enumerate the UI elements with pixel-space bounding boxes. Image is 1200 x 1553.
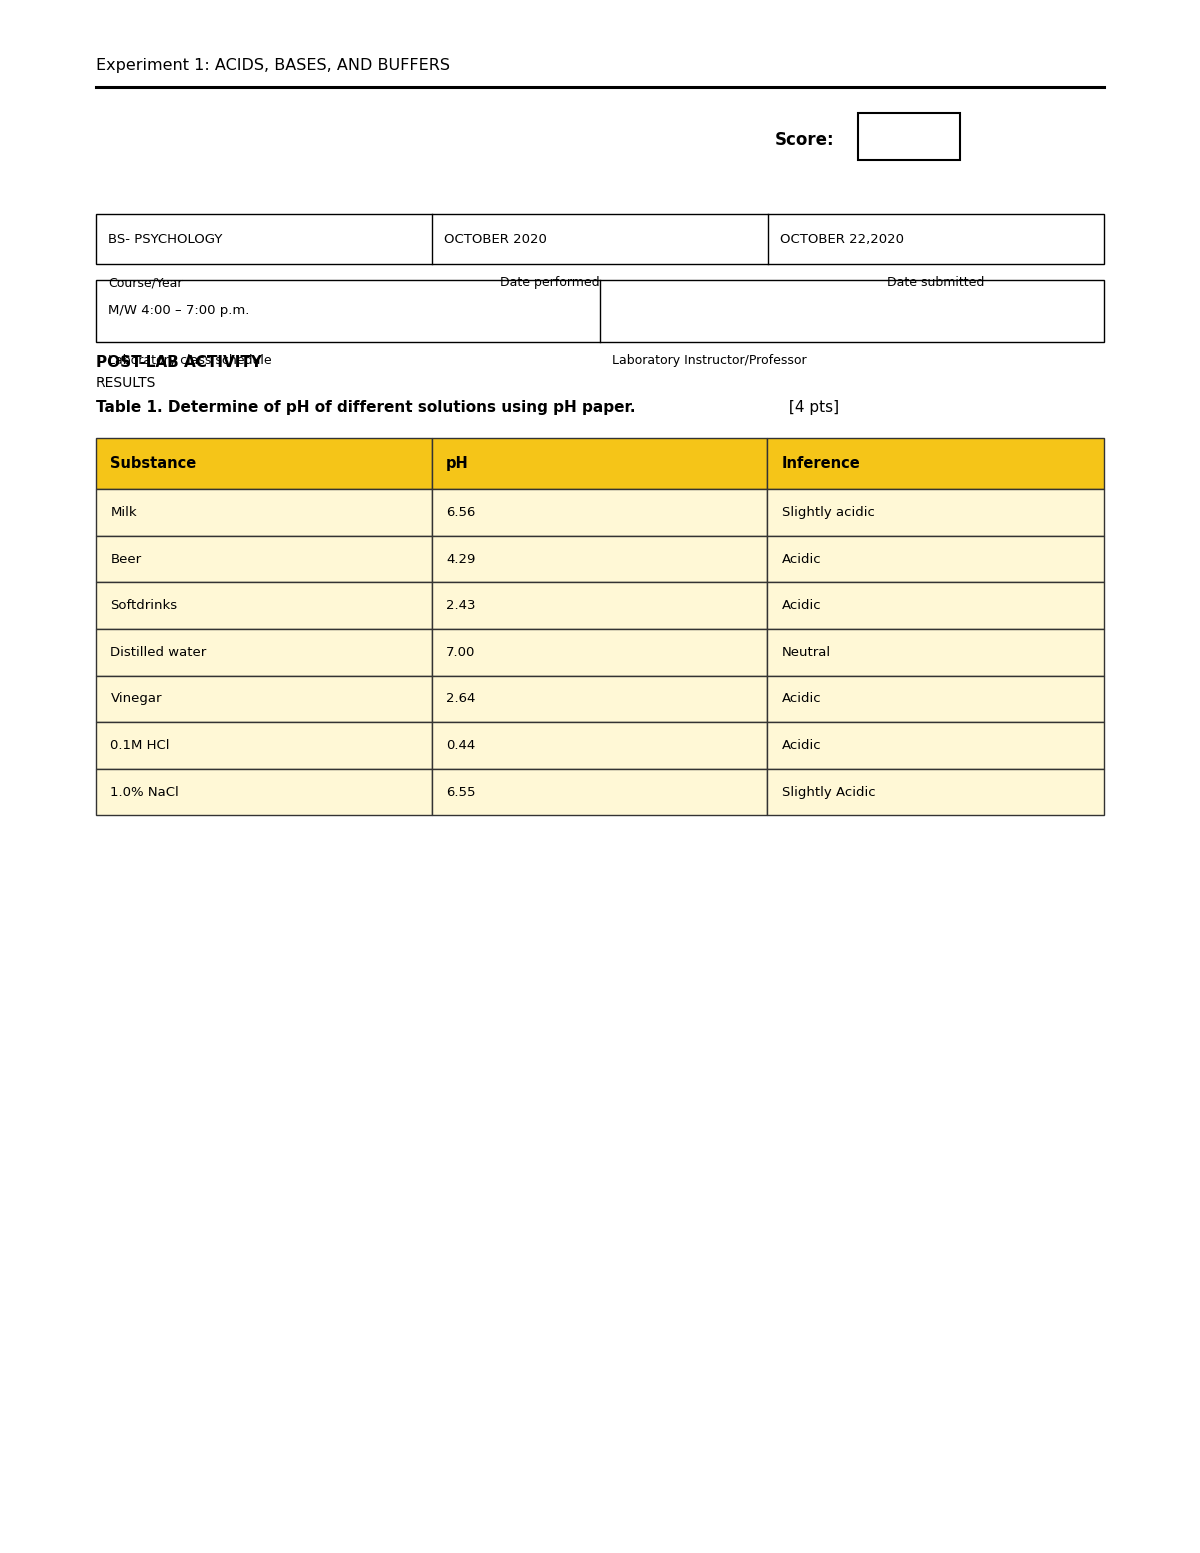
FancyBboxPatch shape [96, 438, 432, 489]
FancyBboxPatch shape [96, 214, 1104, 264]
Text: Vinegar: Vinegar [110, 693, 162, 705]
Text: Beer: Beer [110, 553, 142, 565]
Text: Slightly Acidic: Slightly Acidic [781, 786, 875, 798]
FancyBboxPatch shape [767, 629, 1104, 676]
FancyBboxPatch shape [432, 582, 767, 629]
FancyBboxPatch shape [767, 722, 1104, 769]
FancyBboxPatch shape [767, 536, 1104, 582]
FancyBboxPatch shape [96, 676, 432, 722]
FancyBboxPatch shape [432, 676, 767, 722]
Text: POST-LAB ACTIVITY: POST-LAB ACTIVITY [96, 354, 262, 370]
Text: Neutral: Neutral [781, 646, 830, 658]
Text: 6.55: 6.55 [446, 786, 475, 798]
FancyBboxPatch shape [96, 629, 432, 676]
Text: 6.56: 6.56 [446, 506, 475, 519]
FancyBboxPatch shape [96, 536, 432, 582]
FancyBboxPatch shape [96, 582, 432, 629]
Text: Score:: Score: [774, 130, 834, 149]
FancyBboxPatch shape [858, 113, 960, 160]
Text: Table 1. Determine of pH of different solutions using pH paper.: Table 1. Determine of pH of different so… [96, 399, 636, 415]
FancyBboxPatch shape [767, 489, 1104, 536]
FancyBboxPatch shape [96, 489, 432, 536]
Text: Course/Year: Course/Year [108, 276, 182, 289]
FancyBboxPatch shape [432, 629, 767, 676]
Text: RESULTS: RESULTS [96, 376, 156, 390]
FancyBboxPatch shape [432, 769, 767, 815]
Text: Laboratory class schedule: Laboratory class schedule [108, 354, 271, 367]
FancyBboxPatch shape [767, 582, 1104, 629]
Text: [4 pts]: [4 pts] [784, 399, 839, 415]
Text: BS- PSYCHOLOGY: BS- PSYCHOLOGY [108, 233, 222, 245]
Text: Acidic: Acidic [781, 693, 821, 705]
Text: Softdrinks: Softdrinks [110, 599, 178, 612]
Text: Milk: Milk [110, 506, 137, 519]
Text: 2.43: 2.43 [446, 599, 475, 612]
Text: 1.0% NaCl: 1.0% NaCl [110, 786, 179, 798]
FancyBboxPatch shape [432, 489, 767, 536]
Text: OCTOBER 2020: OCTOBER 2020 [444, 233, 547, 245]
Text: Inference: Inference [781, 457, 860, 471]
Text: 2.64: 2.64 [446, 693, 475, 705]
FancyBboxPatch shape [767, 438, 1104, 489]
FancyBboxPatch shape [767, 769, 1104, 815]
FancyBboxPatch shape [96, 769, 432, 815]
FancyBboxPatch shape [96, 280, 1104, 342]
Text: Experiment 1: ACIDS, BASES, AND BUFFERS: Experiment 1: ACIDS, BASES, AND BUFFERS [96, 57, 450, 73]
Text: Date submitted: Date submitted [887, 276, 985, 289]
Text: 7.00: 7.00 [446, 646, 475, 658]
Text: 0.1M HCl: 0.1M HCl [110, 739, 170, 752]
FancyBboxPatch shape [767, 676, 1104, 722]
Text: Substance: Substance [110, 457, 197, 471]
Text: Acidic: Acidic [781, 553, 821, 565]
Text: 4.29: 4.29 [446, 553, 475, 565]
Text: 0.44: 0.44 [446, 739, 475, 752]
Text: Distilled water: Distilled water [110, 646, 206, 658]
FancyBboxPatch shape [96, 722, 432, 769]
Text: Acidic: Acidic [781, 739, 821, 752]
Text: Date performed: Date performed [499, 276, 600, 289]
Text: Acidic: Acidic [781, 599, 821, 612]
Text: pH: pH [446, 457, 469, 471]
Text: Slightly acidic: Slightly acidic [781, 506, 875, 519]
Text: M/W 4:00 – 7:00 p.m.: M/W 4:00 – 7:00 p.m. [108, 304, 250, 317]
FancyBboxPatch shape [432, 438, 767, 489]
FancyBboxPatch shape [432, 722, 767, 769]
Text: Laboratory Instructor/Professor: Laboratory Instructor/Professor [612, 354, 806, 367]
Text: OCTOBER 22,2020: OCTOBER 22,2020 [780, 233, 904, 245]
FancyBboxPatch shape [432, 536, 767, 582]
